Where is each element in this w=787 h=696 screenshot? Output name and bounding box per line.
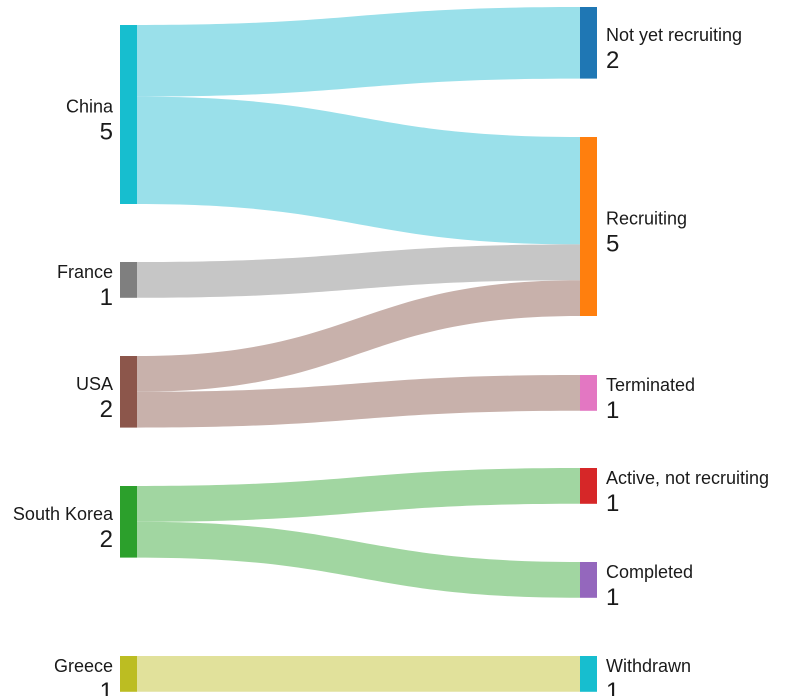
link-south-korea-to-active-not-recruiting — [137, 468, 580, 522]
source-value-france: 1 — [100, 284, 113, 311]
target-label-active-not-recruiting: Active, not recruiting — [606, 468, 769, 488]
target-label-withdrawn: Withdrawn — [606, 656, 691, 676]
target-value-completed: 1 — [606, 584, 619, 611]
link-greece-to-withdrawn — [137, 656, 580, 692]
source-node-greece — [120, 656, 137, 692]
target-label-completed: Completed — [606, 562, 693, 582]
link-usa-to-terminated — [137, 375, 580, 428]
flow-links — [137, 7, 580, 692]
source-label-greece: Greece — [54, 656, 113, 676]
source-node-south-korea — [120, 486, 137, 558]
link-china-to-recruiting — [137, 96, 580, 245]
target-label-recruiting: Recruiting — [606, 209, 687, 229]
target-node-withdrawn — [580, 656, 597, 692]
target-value-active-not-recruiting: 1 — [606, 490, 619, 517]
target-node-active-not-recruiting — [580, 468, 597, 504]
link-usa-to-recruiting — [137, 280, 580, 392]
source-label-south-korea: South Korea — [13, 504, 114, 524]
nodes — [120, 7, 597, 692]
source-label-usa: USA — [76, 374, 113, 394]
source-node-china — [120, 25, 137, 204]
target-node-not-yet-recruiting — [580, 7, 597, 79]
target-node-completed — [580, 562, 597, 598]
source-label-china: China — [66, 97, 114, 117]
link-china-to-not-yet-recruiting — [137, 7, 580, 97]
target-label-terminated: Terminated — [606, 375, 695, 395]
source-node-usa — [120, 356, 137, 428]
link-france-to-recruiting — [137, 244, 580, 298]
target-value-withdrawn: 1 — [606, 678, 619, 696]
source-value-greece: 1 — [100, 678, 113, 696]
target-node-terminated — [580, 375, 597, 411]
target-label-not-yet-recruiting: Not yet recruiting — [606, 25, 742, 45]
source-node-france — [120, 262, 137, 298]
source-value-usa: 2 — [100, 396, 113, 423]
source-value-south-korea: 2 — [100, 526, 113, 553]
target-value-not-yet-recruiting: 2 — [606, 47, 619, 74]
target-value-terminated: 1 — [606, 397, 619, 424]
source-label-france: France — [57, 262, 113, 282]
target-value-recruiting: 5 — [606, 231, 619, 258]
target-node-recruiting — [580, 137, 597, 316]
link-south-korea-to-completed — [137, 521, 580, 598]
source-value-china: 5 — [100, 119, 113, 146]
